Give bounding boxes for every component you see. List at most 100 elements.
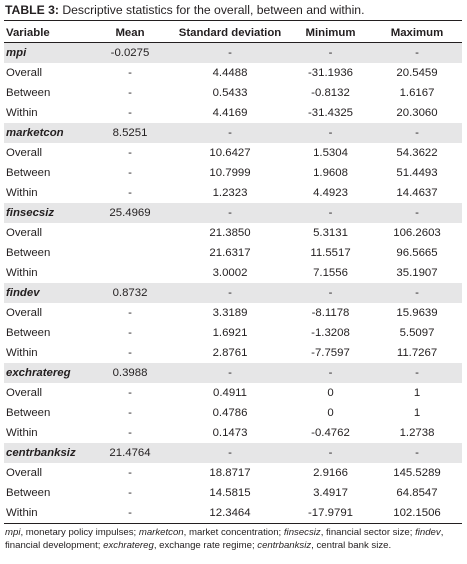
table-cell: - (128, 307, 132, 319)
table-cell (89, 263, 171, 283)
table-cell: - (128, 327, 132, 339)
table-cell: 18.8717 (209, 467, 251, 479)
table-cell: -31.4325 (308, 107, 353, 119)
summary-cell: - (171, 123, 289, 143)
variable-row: centrbanksiz 21.4764- - - (4, 443, 462, 463)
table-row: Within -12.3464 -17.9791 102.1506 (4, 503, 462, 524)
table-row: Within - 1.2323 4.4923 14.4637 (4, 183, 462, 203)
header-row: Variable Mean Standard deviation Minimum… (4, 23, 462, 43)
table-cell (89, 223, 171, 243)
row-label: Between (6, 327, 51, 339)
variable-name: findev (4, 283, 89, 303)
header-maximum: Maximum (372, 23, 462, 43)
table-row: Between - 0.5433 -0.8132 1.6167 (4, 83, 462, 103)
footnote-abbreviation: mpi (5, 527, 21, 538)
summary-cell: - (372, 42, 462, 63)
table-cell: 20.3060 (396, 107, 438, 119)
footnote-text: , monetary policy impulses; (20, 527, 139, 538)
table-cell: 3.3189 (212, 307, 248, 319)
table-cell: 5.3131 (313, 227, 348, 239)
footnote-text: , central bank size. (311, 540, 392, 551)
footnote-text: , market concentration; (183, 527, 284, 538)
footnote-abbreviation: centrbanksiz (257, 540, 312, 551)
summary-cell: -0.0275 (89, 42, 171, 63)
footnote-text: , financial development; (5, 527, 444, 551)
table-cell: - (128, 87, 132, 99)
row-label: Overall (6, 227, 43, 239)
table-cell: 5.5097 (399, 327, 435, 339)
table-cell: 21.3850 (209, 227, 251, 239)
table-cell: 20.5459 (396, 67, 438, 79)
table-cell: 1.2323 (212, 187, 248, 199)
table-cell: 14.4637 (396, 187, 438, 199)
table-row: Within - 0.1473 -0.4762 1.2738 (4, 423, 462, 443)
table-cell: 15.9639 (396, 307, 438, 319)
variable-name: finsecsiz (4, 203, 89, 223)
table-cell: 1.6921 (212, 327, 248, 339)
row-label: Overall (6, 147, 43, 159)
table-cell: -1.3208 (311, 327, 350, 339)
table-cell: 21.6317 (209, 247, 251, 259)
row-label: Within (6, 427, 38, 439)
table-cell: 0.1473 (212, 427, 248, 439)
summary-cell: - (372, 123, 462, 143)
row-label: Overall (6, 67, 43, 79)
table-cell: 54.3622 (396, 147, 438, 159)
table-row: Overall - 18.8717 2.9166 145.5289 (4, 463, 462, 483)
table-cell: 11.7267 (396, 347, 438, 359)
table-cell: 4.4169 (212, 107, 248, 119)
table-cell: - (128, 487, 132, 499)
summary-cell: - (289, 42, 372, 63)
summary-cell: - (289, 363, 372, 383)
table-cell: -7.7597 (311, 347, 350, 359)
row-label: Within (6, 187, 38, 199)
table-cell: - (128, 347, 132, 359)
caption-text: Descriptive statistics for the overall, … (58, 3, 365, 17)
row-label: Between (6, 487, 51, 499)
table-cell: 7.1556 (313, 267, 348, 279)
row-label: Overall (6, 307, 43, 319)
footnote-text: , financial sector size; (320, 527, 416, 538)
table-cell: - (128, 147, 132, 159)
table-cell: - (128, 107, 132, 119)
summary-cell: - (372, 443, 462, 463)
table-footnote: mpi, monetary policy impulses; marketcon… (5, 526, 463, 552)
table-row: Between - 1.6921 -1.3208 5.5097 (4, 323, 462, 343)
row-label: Within (4, 503, 89, 524)
summary-cell: - (171, 203, 289, 223)
summary-cell: - (289, 203, 372, 223)
table-cell: - (128, 387, 132, 399)
table-cell: 2.8761 (212, 347, 248, 359)
header-variable: Variable (4, 23, 89, 43)
table-cell: 0.4786 (212, 407, 248, 419)
table-cell: 0.4911 (213, 387, 247, 399)
table-cell: 51.4493 (396, 167, 438, 179)
table-cell: - (128, 187, 132, 199)
footnote-text: , exchange rate regime; (153, 540, 258, 551)
footnote-abbreviation: marketcon (138, 527, 184, 538)
caption-label: TABLE 3: (5, 3, 59, 17)
table-cell (89, 243, 171, 263)
variable-name: exchratereg (4, 363, 89, 383)
table-cell: -8.1178 (311, 307, 350, 319)
summary-cell: - (171, 443, 289, 463)
table-cell: 145.5289 (393, 467, 441, 479)
table-cell: 10.7999 (209, 167, 251, 179)
table-row: Between 21.6317 11.5517 96.5665 (4, 243, 462, 263)
row-label: Between (6, 247, 51, 259)
table-row: Overall - 0.4911 0 1 (4, 383, 462, 403)
table-row: Overall - 4.4488 -31.1936 20.5459 (4, 63, 462, 83)
summary-cell: - (289, 283, 372, 303)
header-standard-deviation: Standard deviation (171, 23, 289, 43)
table-cell: - (128, 427, 132, 439)
variable-name: mpi (4, 42, 89, 63)
descriptive-statistics-table: Variable Mean Standard deviation Minimum… (4, 23, 462, 524)
table-cell: 96.5665 (396, 247, 438, 259)
variable-row: findev 0.8732- - - (4, 283, 462, 303)
summary-cell: 8.5251 (89, 123, 171, 143)
variable-name: centrbanksiz (4, 443, 89, 463)
table-row: Between - 14.5815 3.4917 64.8547 (4, 483, 462, 503)
table-caption: TABLE 3: Descriptive statistics for the … (5, 2, 463, 18)
table-cell: 3.4917 (313, 487, 348, 499)
